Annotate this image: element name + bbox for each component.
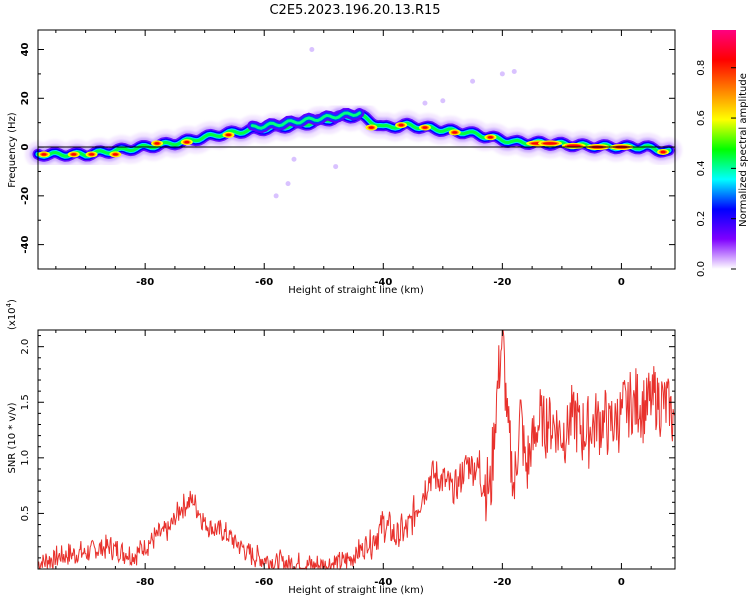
snr-x-ticks: -80 -60 -40 -20 0 — [55, 330, 652, 588]
spectrogram-speck — [273, 193, 279, 199]
spectrogram-hotspot — [542, 142, 557, 145]
snr-marks — [37, 329, 675, 571]
colorbar-label: Normalized spectral amplitude — [738, 73, 749, 227]
spectrogram-y-tick-label: 40 — [20, 43, 31, 57]
spectrogram-hotspot — [154, 142, 160, 145]
spectrogram-speck — [499, 71, 505, 77]
spectrogram-hotspot — [487, 136, 493, 139]
spectrogram-speck — [422, 100, 428, 106]
colorbar-tick-label: 0.0 — [696, 261, 707, 277]
spectrogram-upper-band — [250, 111, 361, 130]
spectrogram-hotspot — [89, 153, 95, 156]
spectrogram-speck — [470, 78, 476, 84]
colorbar-gradient — [712, 30, 736, 269]
spectrogram-hotspot — [71, 153, 77, 156]
snr-frame — [37, 329, 676, 570]
colorbar-ticks: 0.0 0.2 0.4 0.6 0.8 — [696, 60, 736, 277]
snr-x-tick-label: -40 — [374, 577, 392, 588]
spectrogram-hotspot — [398, 123, 404, 127]
spectrogram-speck — [309, 47, 315, 53]
snr-y-axis-label: SNR (10 * v/v) — [7, 402, 18, 473]
spectrogram-hotspot — [422, 126, 428, 129]
snr-x-tick-label: -80 — [136, 577, 154, 588]
spectrogram-hotspot — [184, 140, 190, 144]
spectrogram-hotspot — [660, 150, 666, 154]
spectrogram-x-axis-label: Height of straight line (km) — [288, 285, 424, 296]
colorbar-tick-label: 0.2 — [696, 211, 707, 227]
snr-y-scale-label: (x104) — [5, 299, 18, 330]
snr-y-tick-label: 2.0 — [20, 339, 31, 355]
snr-x-tick-label: -60 — [255, 577, 273, 588]
spectrogram-x-tick-label: 0 — [618, 277, 625, 288]
snr-panel: -80 -60 -40 -20 0 0.5 1.0 1.5 2.0 Height of str… — [5, 299, 676, 596]
chart-title: C2E5.2023.196.20.13.R15 — [269, 3, 440, 18]
spectrogram-hotspot — [452, 131, 458, 134]
spectrogram-speck — [440, 98, 446, 104]
spectrogram-x-tick-label: -20 — [493, 277, 511, 288]
snr-x-tick-label: -20 — [493, 577, 511, 588]
spectrogram-x-tick-label: -60 — [255, 277, 273, 288]
spectrogram-speck — [333, 164, 339, 170]
snr-y-tick-label: 1.5 — [20, 394, 31, 410]
snr-y-tick-label: 1.0 — [20, 450, 31, 466]
snr-x-tick-label: 0 — [618, 577, 625, 588]
spectrogram-hotspot — [226, 133, 232, 137]
spectrogram-y-tick-label: 20 — [20, 91, 31, 105]
snr-y-tick-label: 0.5 — [20, 505, 31, 521]
snr-series-line — [37, 329, 675, 571]
colorbar-tick-label: 0.6 — [696, 110, 707, 126]
spectrogram-speck — [285, 181, 291, 187]
spectrogram-hotspot — [368, 126, 374, 129]
spectrogram-frame — [37, 29, 676, 270]
spectrogram-x-tick-label: -40 — [374, 277, 392, 288]
colorbar: 0.0 0.2 0.4 0.6 0.8 Normalized spectral ampl… — [696, 30, 749, 277]
spectrogram-y-axis-label: Frequency (Hz) — [7, 112, 18, 188]
snr-x-axis-label: Height of straight line (km) — [288, 585, 424, 596]
spectrogram-marks — [25, 47, 682, 199]
spectrogram-y-tick-label: -20 — [20, 187, 31, 205]
spectrogram-hotspot — [112, 153, 118, 156]
spectrogram-speck — [291, 156, 297, 162]
spectrogram-hotspot — [41, 153, 47, 156]
colorbar-tick-label: 0.4 — [696, 160, 707, 176]
spectrogram-x-tick-label: -80 — [136, 277, 154, 288]
spectrogram-x-ticks: -80 -60 -40 -20 0 — [55, 30, 652, 288]
colorbar-tick-label: 0.8 — [696, 60, 707, 76]
spectrogram-y-tick-label: 0 — [20, 144, 31, 151]
spectrogram-panel: -80 -60 -40 -20 0 40 20 0 -20 -40 Height of stra… — [7, 29, 682, 296]
spectrogram-y-tick-label: -40 — [20, 236, 31, 254]
snr-y-ticks: 0.5 1.0 1.5 2.0 — [20, 335, 675, 559]
spectrogram-speck — [511, 68, 517, 74]
spectrogram-hotspot — [566, 144, 581, 148]
spectrogram-y-ticks: 40 20 0 -20 -40 — [20, 43, 675, 270]
